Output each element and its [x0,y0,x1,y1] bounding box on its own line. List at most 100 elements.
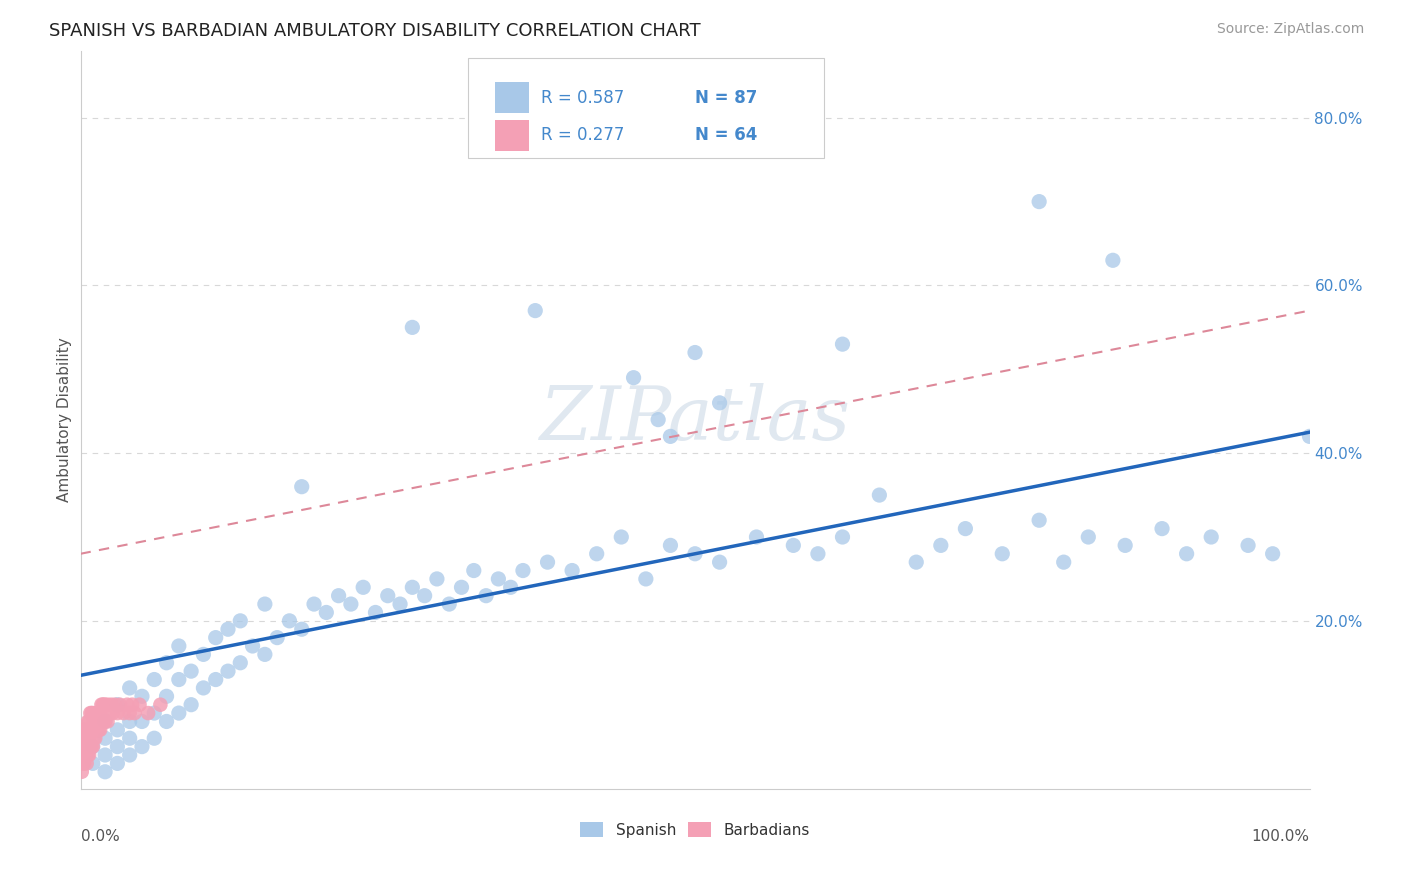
Point [1237,538,1260,552]
Point [105,698,128,712]
Point [77,731,100,746]
Point [76,739,98,754]
Point [475,589,498,603]
Point [253,597,276,611]
Point [82,739,104,754]
Point [75,731,97,746]
Point [647,412,669,426]
Point [683,547,706,561]
Point [229,614,252,628]
Point [1053,555,1076,569]
Point [112,706,135,720]
Legend: Spanish, Barbadians: Spanish, Barbadians [574,815,815,844]
Point [807,547,830,561]
Y-axis label: Ambulatory Disability: Ambulatory Disability [58,337,72,502]
Point [79,739,101,754]
Point [79,723,101,737]
Point [180,664,202,678]
Point [340,597,363,611]
Point [315,606,337,620]
Point [83,731,105,746]
Point [253,648,276,662]
Point [291,622,314,636]
Point [217,622,239,636]
Point [1175,547,1198,561]
Point [499,580,522,594]
Point [991,547,1014,561]
Point [96,698,118,712]
Point [89,706,111,720]
Point [955,522,977,536]
Text: Source: ZipAtlas.com: Source: ZipAtlas.com [1216,22,1364,37]
Point [143,673,166,687]
Point [377,589,399,603]
Point [105,723,128,737]
Point [683,345,706,359]
Point [76,756,98,771]
Point [167,639,190,653]
Point [105,706,128,720]
Point [84,731,107,746]
Point [118,731,141,746]
Point [87,706,110,720]
Point [136,706,159,720]
Point [77,747,100,762]
Point [149,698,172,712]
Point [401,320,423,334]
Point [101,706,124,720]
Point [1298,429,1320,443]
Point [82,756,104,771]
Point [90,698,112,712]
Point [73,739,96,754]
Point [610,530,633,544]
Point [929,538,952,552]
Point [450,580,472,594]
Point [831,530,853,544]
Point [204,631,226,645]
Point [77,714,100,729]
Point [512,564,534,578]
Point [905,555,928,569]
Point [131,739,153,754]
Bar [495,120,529,151]
Point [128,698,150,712]
Point [585,547,607,561]
Point [1102,253,1125,268]
Point [91,714,114,729]
Point [1150,522,1173,536]
Point [72,756,94,771]
Point [782,538,804,552]
Point [90,714,112,729]
Point [364,606,387,620]
Point [463,564,485,578]
Point [94,714,117,729]
Point [80,739,103,754]
Point [93,714,115,729]
Point [118,714,141,729]
Point [72,739,94,754]
Point [105,756,128,771]
Point [1199,530,1222,544]
FancyBboxPatch shape [468,58,824,158]
Point [93,698,115,712]
Point [70,764,93,779]
Point [229,656,252,670]
Point [167,673,190,687]
Point [124,706,146,720]
Point [118,706,141,720]
Point [79,706,101,720]
Point [82,723,104,737]
Point [118,747,141,762]
Point [486,572,509,586]
Text: R = 0.277: R = 0.277 [541,126,624,144]
Point [94,698,117,712]
Point [524,303,547,318]
Point [87,723,110,737]
Point [87,723,110,737]
Point [82,706,104,720]
Point [89,723,111,737]
Point [131,714,153,729]
Point [1028,194,1050,209]
Point [437,597,460,611]
Point [118,681,141,695]
